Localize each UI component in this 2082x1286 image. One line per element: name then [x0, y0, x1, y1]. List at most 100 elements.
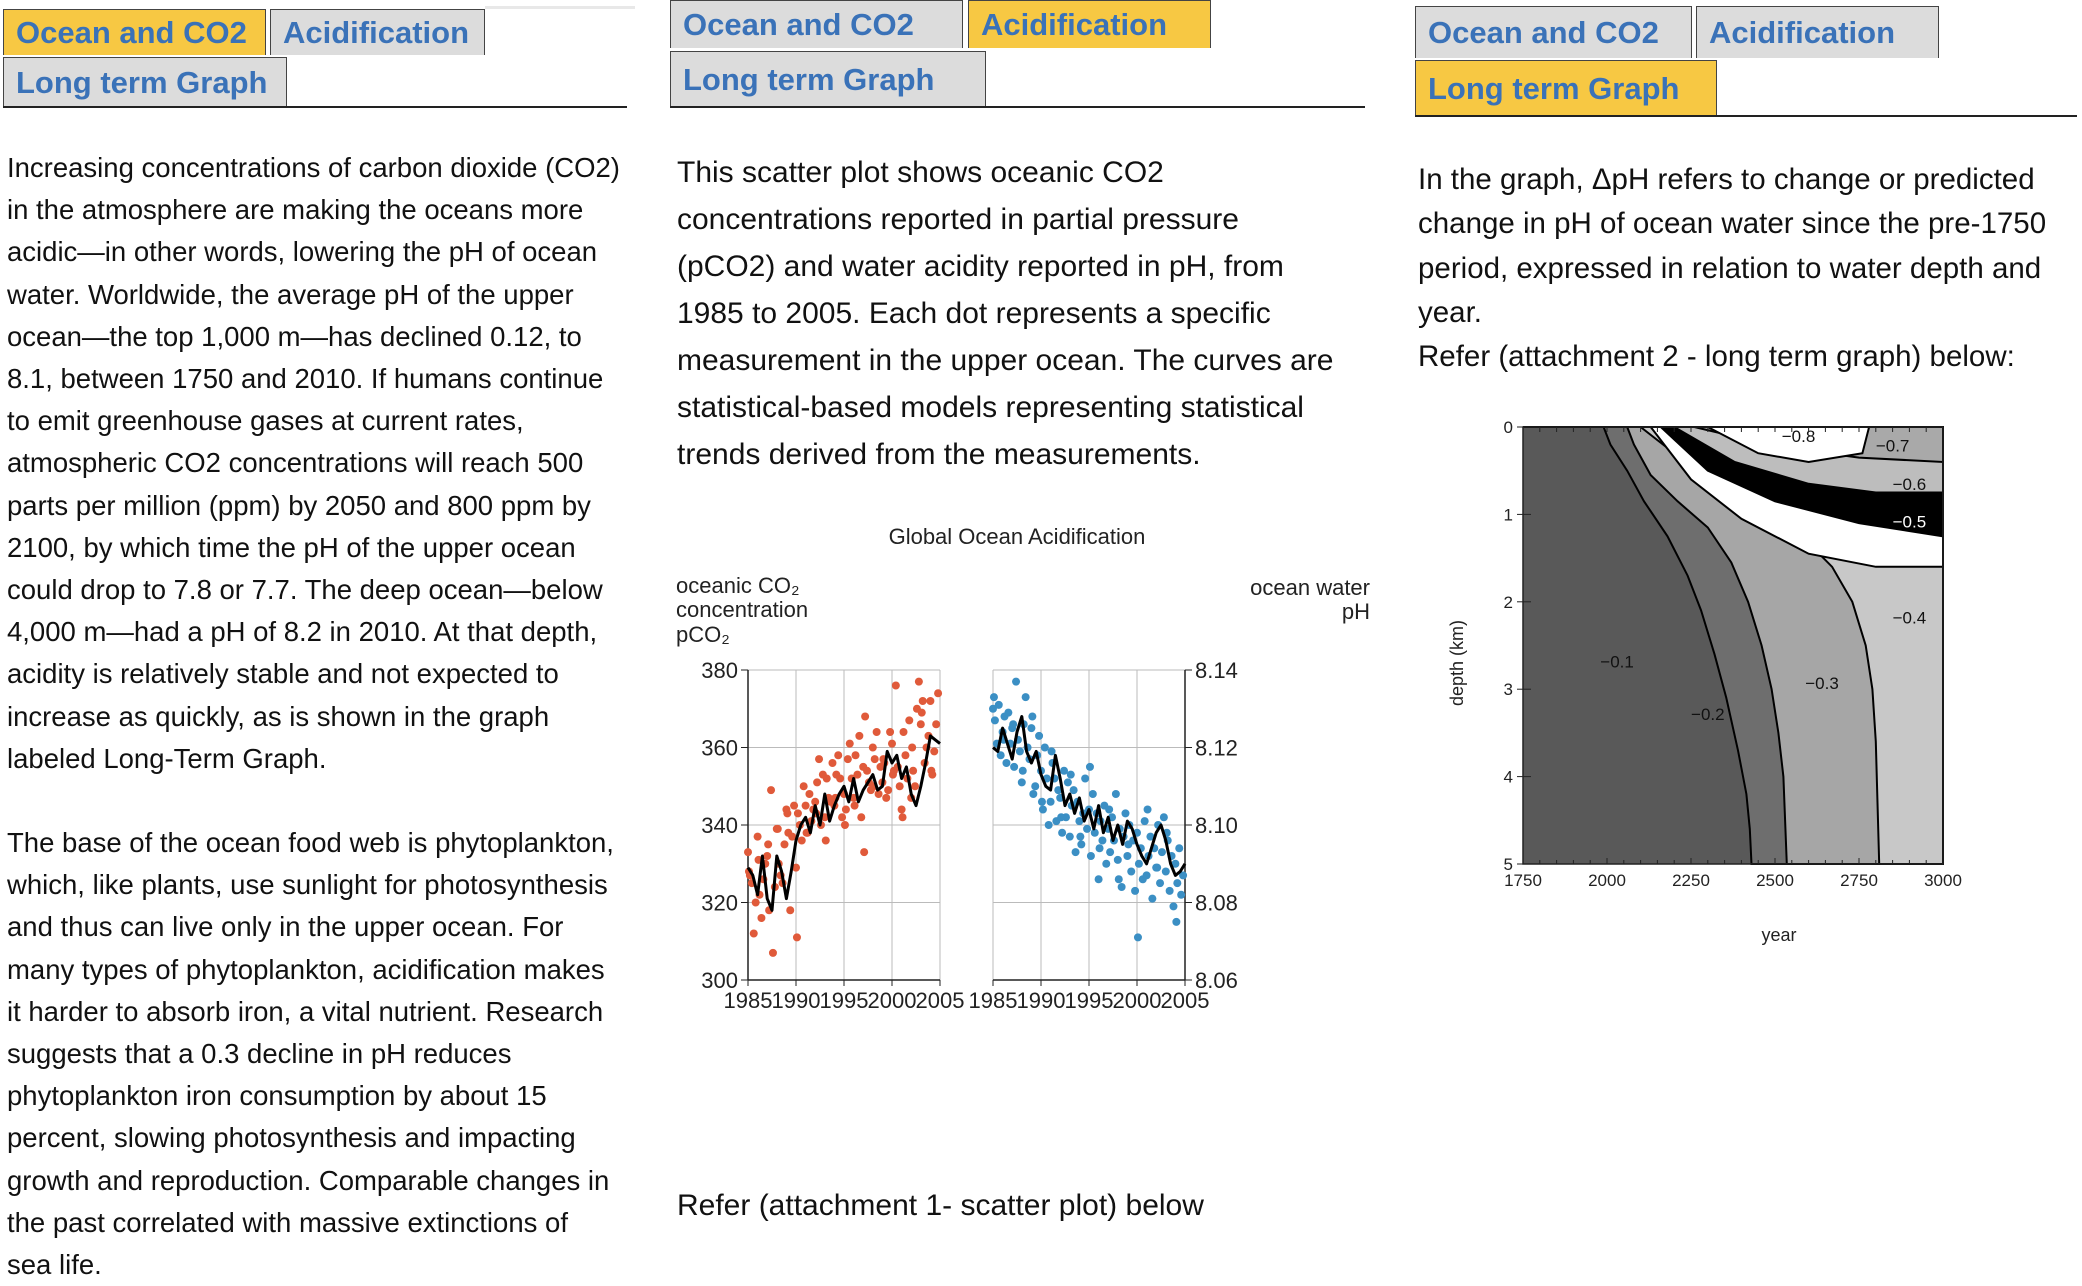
data-point	[845, 739, 854, 748]
data-point	[1090, 828, 1099, 837]
data-point	[1076, 832, 1085, 841]
tab-long-term-graph[interactable]: Long term Graph	[670, 51, 986, 107]
data-point	[917, 708, 926, 717]
data-point	[1169, 902, 1178, 911]
data-point	[1077, 840, 1086, 849]
left-axis-label-line1: oceanic CO₂	[676, 573, 799, 598]
tab-ocean-and-co2[interactable]: Ocean and CO2	[1415, 6, 1692, 58]
x-tick-label: 1995	[1065, 988, 1114, 1013]
y-axis-label: depth (km)	[1447, 620, 1467, 706]
data-point	[1017, 778, 1026, 787]
tab-acidification[interactable]: Acidification	[1696, 6, 1939, 58]
data-point	[1157, 848, 1166, 857]
data-point	[1146, 832, 1155, 841]
data-point	[1159, 813, 1168, 822]
trend-line	[992, 715, 1187, 877]
data-point	[1142, 871, 1151, 880]
data-point	[1012, 677, 1021, 686]
data-point	[799, 782, 808, 791]
tab-top-shadow	[485, 6, 635, 9]
data-point	[1123, 852, 1132, 860]
data-point	[783, 809, 792, 818]
data-point	[764, 840, 773, 849]
panel-long-term-graph: Ocean and CO2 Acidification Long term Gr…	[1413, 0, 2082, 1286]
data-point	[1140, 817, 1149, 826]
data-point	[805, 790, 814, 798]
y-tick-label: 3	[1504, 680, 1513, 699]
y-tick-label: 340	[701, 813, 738, 838]
data-point	[1088, 790, 1097, 798]
data-point	[767, 786, 776, 795]
data-point	[1047, 747, 1056, 756]
data-point	[888, 770, 897, 779]
long-term-contour-chart: depth (km) year −0.1 −0.2 −0.3 −0.4 −0.5 −0.6…	[1447, 418, 1962, 945]
paragraph-co2-intro: Increasing concentrations of carbon diox…	[7, 152, 620, 774]
data-point	[905, 716, 914, 725]
tab-acidification[interactable]: Acidification	[270, 9, 485, 55]
data-point	[1086, 852, 1095, 860]
tab-long-term-graph[interactable]: Long term Graph	[1415, 60, 1717, 116]
data-point	[1071, 848, 1080, 857]
data-point	[849, 793, 858, 802]
data-point	[828, 759, 837, 767]
data-point	[1165, 886, 1174, 895]
data-point	[757, 914, 766, 922]
data-point	[916, 720, 925, 729]
data-point	[1094, 875, 1103, 884]
contour-label: −0.3	[1805, 674, 1839, 693]
y-tick-label: 2	[1504, 593, 1513, 612]
x-tick-label: 1990	[772, 988, 821, 1013]
data-point	[1179, 871, 1188, 880]
data-point	[918, 697, 927, 705]
data-point	[1124, 840, 1133, 849]
y-tick-label: 5	[1504, 855, 1513, 874]
data-point	[1127, 867, 1136, 876]
x-tick-label: 2005	[1161, 988, 1210, 1013]
y-tick-label: 0	[1504, 418, 1513, 437]
tab-ocean-and-co2[interactable]: Ocean and CO2	[670, 0, 963, 48]
tab-acidification[interactable]: Acidification	[968, 0, 1211, 48]
data-point	[860, 848, 869, 857]
data-point	[926, 697, 935, 705]
y-tick-label: 380	[701, 658, 738, 683]
data-point	[863, 766, 872, 775]
scatter-chart: Global Ocean Acidification oceanic CO₂ c…	[676, 524, 1370, 1013]
data-point	[1029, 790, 1038, 798]
contour-label: −0.2	[1691, 705, 1725, 724]
data-point	[1131, 886, 1140, 895]
data-point	[1040, 743, 1049, 752]
tab-ocean-and-co2[interactable]: Ocean and CO2	[3, 9, 266, 55]
data-point	[1066, 770, 1075, 779]
data-point	[911, 782, 920, 791]
data-point	[1004, 708, 1013, 717]
tab-long-term-graph[interactable]: Long term Graph	[3, 57, 287, 107]
data-point	[994, 700, 1003, 709]
data-point	[821, 836, 830, 845]
y-tick-label: 300	[701, 968, 738, 993]
data-point	[1069, 786, 1078, 795]
data-point	[850, 801, 859, 810]
panel-acidification: Ocean and CO2 Acidification Long term Gr…	[670, 0, 1370, 1286]
data-point	[1177, 890, 1186, 899]
data-point	[1106, 848, 1115, 857]
data-point	[834, 751, 843, 760]
x-tick-label: 1990	[1017, 988, 1066, 1013]
contour-label: −0.6	[1893, 475, 1927, 494]
plot-frame	[1522, 426, 1944, 865]
panel-ocean-co2: Ocean and CO2 Acidification Long term Gr…	[0, 0, 660, 1286]
right-axis-label-line1: ocean water	[1250, 575, 1370, 600]
pco2-plot: 1985 1990 1995 2000 2005 300 320 340 360 380	[701, 658, 964, 1013]
x-tick-label: 1985	[969, 988, 1018, 1013]
x-tick-label: 2250	[1672, 871, 1710, 890]
data-point	[1038, 805, 1047, 814]
data-point	[768, 948, 777, 957]
x-tick-label: 1995	[820, 988, 869, 1013]
data-point	[989, 704, 997, 713]
data-point	[801, 801, 810, 810]
data-point	[792, 933, 801, 942]
x-tick-label: 2005	[916, 988, 965, 1013]
y-tick-label: 8.14	[1195, 658, 1238, 683]
data-point	[1085, 762, 1094, 771]
x-tick-label: 3000	[1924, 871, 1962, 890]
data-point	[886, 728, 895, 736]
